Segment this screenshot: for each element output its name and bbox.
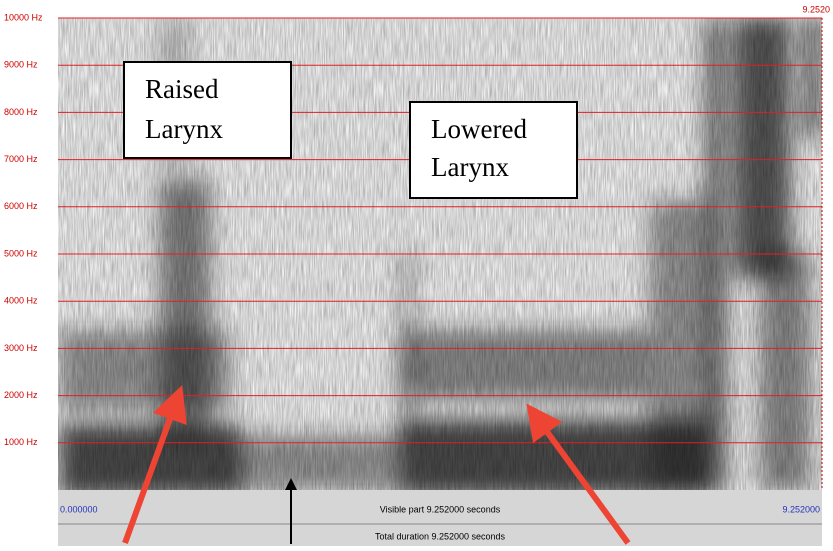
frequency-label: 2000 Hz [4, 390, 38, 400]
annotation: Raised [145, 74, 219, 104]
frequency-label: 3000 Hz [4, 343, 38, 353]
cursor-time: 9.2520 [802, 4, 830, 14]
end-time: 9.252000 [782, 504, 820, 514]
frequency-label: 4000 Hz [4, 296, 38, 306]
annotation: Larynx [431, 152, 509, 182]
time-bar [58, 490, 822, 546]
annotation: Lowered [431, 114, 527, 144]
arrow [122, 385, 187, 545]
annotation: Larynx [145, 114, 223, 144]
frequency-label: 10000 Hz [4, 12, 43, 22]
annotation-box [409, 101, 578, 199]
frequency-label: 6000 Hz [4, 201, 38, 211]
frequency-label: 9000 Hz [4, 60, 38, 70]
frequency-label: 8000 Hz [4, 107, 38, 117]
frequency-label: 5000 Hz [4, 248, 38, 258]
annotation-box [123, 61, 292, 159]
start-time: 0.000000 [60, 504, 98, 514]
visible-part: Visible part 9.252000 seconds [380, 504, 501, 514]
frequency-label: 1000 Hz [4, 437, 38, 447]
total-duration: Total duration 9.252000 seconds [375, 531, 506, 541]
arrow [526, 403, 631, 545]
frequency-label: 7000 Hz [4, 154, 38, 164]
